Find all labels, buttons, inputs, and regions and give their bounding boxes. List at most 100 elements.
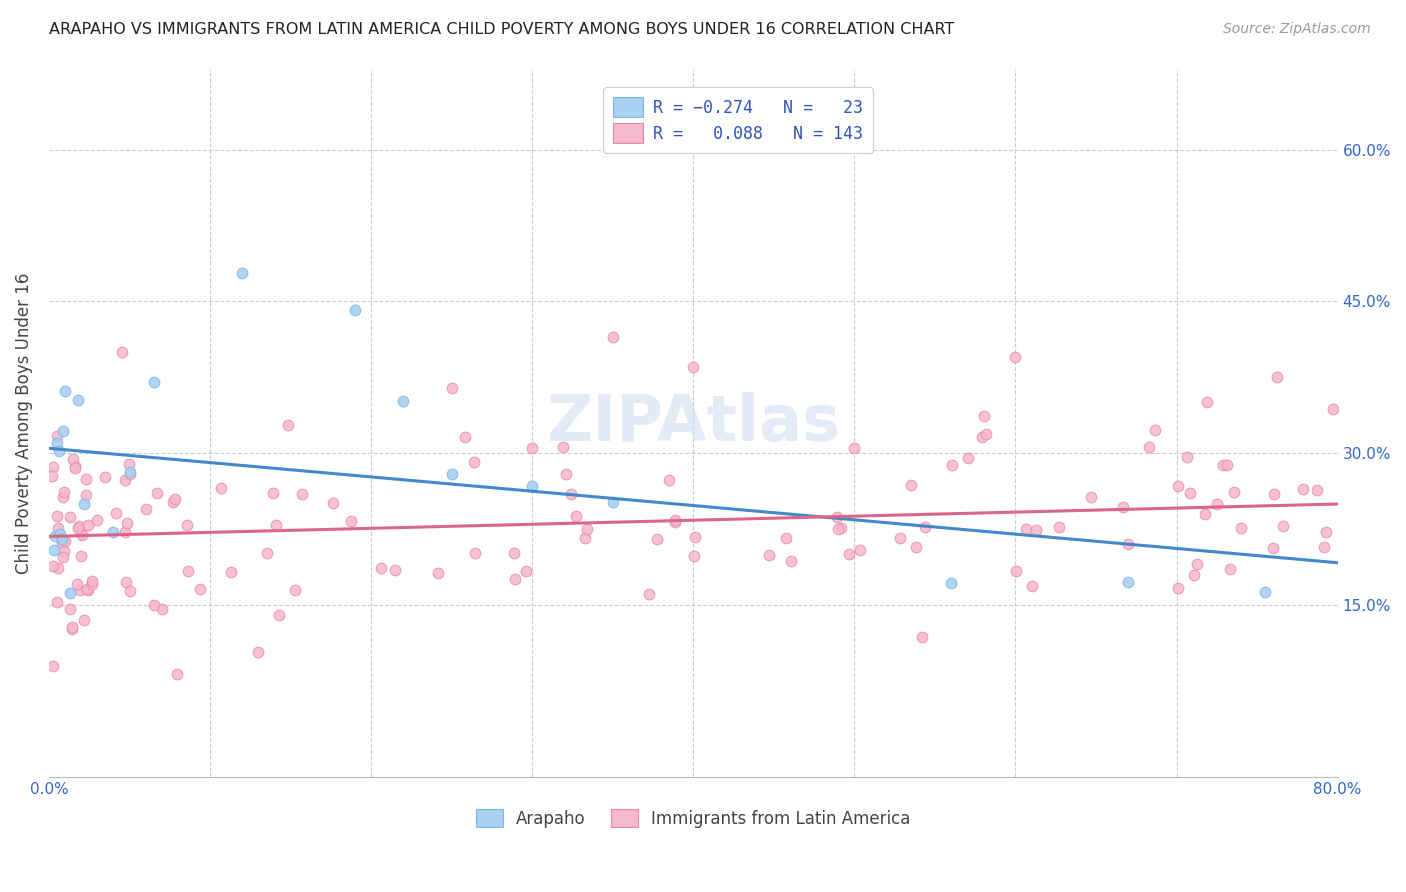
Point: [264, 517, 287, 532]
Point: [638, 587, 661, 601]
Point: [560, 487, 582, 501]
Point: [464, 546, 486, 560]
Point: [120, 584, 142, 599]
Point: [1206, 497, 1229, 511]
Point: [72, 527, 94, 541]
Point: [970, 430, 993, 444]
Point: [262, 486, 284, 500]
Point: [42, 542, 65, 557]
Point: [974, 427, 997, 442]
Point: [73, 497, 96, 511]
Point: [574, 531, 596, 545]
Legend: Arapaho, Immigrants from Latin America: Arapaho, Immigrants from Latin America: [470, 802, 917, 834]
Point: [65, 460, 87, 475]
Point: [163, 492, 186, 507]
Point: [1230, 521, 1253, 535]
Point: [277, 417, 299, 432]
Point: [60, 622, 83, 636]
Point: [463, 455, 485, 469]
Point: [42, 559, 65, 574]
Point: [758, 549, 780, 563]
Point: [284, 583, 307, 598]
Point: [142, 376, 165, 390]
Point: [75, 472, 97, 486]
Point: [53, 384, 76, 398]
Point: [103, 525, 125, 540]
Point: [914, 520, 936, 534]
Point: [1315, 524, 1337, 539]
Point: [440, 380, 463, 394]
Point: [1212, 458, 1234, 472]
Point: [1322, 401, 1344, 416]
Point: [1144, 424, 1167, 438]
Point: [1271, 518, 1294, 533]
Point: [67, 518, 90, 533]
Point: [1263, 487, 1285, 501]
Point: [150, 602, 173, 616]
Point: [565, 509, 588, 524]
Text: ZIPAtlas: ZIPAtlas: [547, 392, 841, 454]
Point: [825, 510, 848, 524]
Point: [76, 582, 98, 597]
Point: [1047, 519, 1070, 533]
Point: [63, 458, 86, 473]
Point: [344, 302, 367, 317]
Point: [827, 522, 849, 536]
Point: [44, 529, 66, 543]
Point: [53, 533, 76, 548]
Point: [1182, 568, 1205, 582]
Point: [939, 576, 962, 591]
Point: [114, 524, 136, 539]
Point: [522, 479, 544, 493]
Point: [59, 510, 82, 524]
Point: [111, 345, 134, 359]
Point: [115, 516, 138, 531]
Point: [177, 564, 200, 578]
Point: [1194, 507, 1216, 521]
Text: Source: ZipAtlas.com: Source: ZipAtlas.com: [1223, 22, 1371, 37]
Point: [900, 477, 922, 491]
Point: [209, 481, 232, 495]
Point: [52, 544, 75, 558]
Point: [67, 521, 90, 535]
Point: [1167, 479, 1189, 493]
Point: [844, 442, 866, 456]
Point: [1167, 581, 1189, 595]
Point: [775, 531, 797, 545]
Point: [247, 645, 270, 659]
Point: [69, 549, 91, 563]
Point: [118, 465, 141, 479]
Point: [322, 496, 344, 510]
Point: [1197, 395, 1219, 409]
Point: [60, 619, 83, 633]
Point: [114, 473, 136, 487]
Point: [647, 532, 669, 546]
Point: [1025, 523, 1047, 537]
Point: [1116, 574, 1139, 589]
Point: [339, 514, 361, 528]
Point: [454, 430, 477, 444]
Point: [135, 502, 157, 516]
Point: [77, 518, 100, 533]
Point: [75, 488, 97, 502]
Point: [118, 458, 141, 472]
Point: [120, 467, 142, 481]
Point: [848, 542, 870, 557]
Point: [554, 467, 576, 481]
Point: [503, 546, 526, 560]
Point: [51, 533, 73, 547]
Point: [1080, 490, 1102, 504]
Point: [143, 598, 166, 612]
Point: [62, 451, 84, 466]
Point: [59, 586, 82, 600]
Point: [115, 575, 138, 590]
Point: [146, 485, 169, 500]
Point: [780, 554, 803, 568]
Point: [69, 582, 91, 597]
Point: [889, 531, 911, 545]
Point: [66, 392, 89, 407]
Point: [1219, 562, 1241, 576]
Point: [1015, 522, 1038, 536]
Point: [52, 491, 75, 505]
Point: [1216, 458, 1239, 473]
